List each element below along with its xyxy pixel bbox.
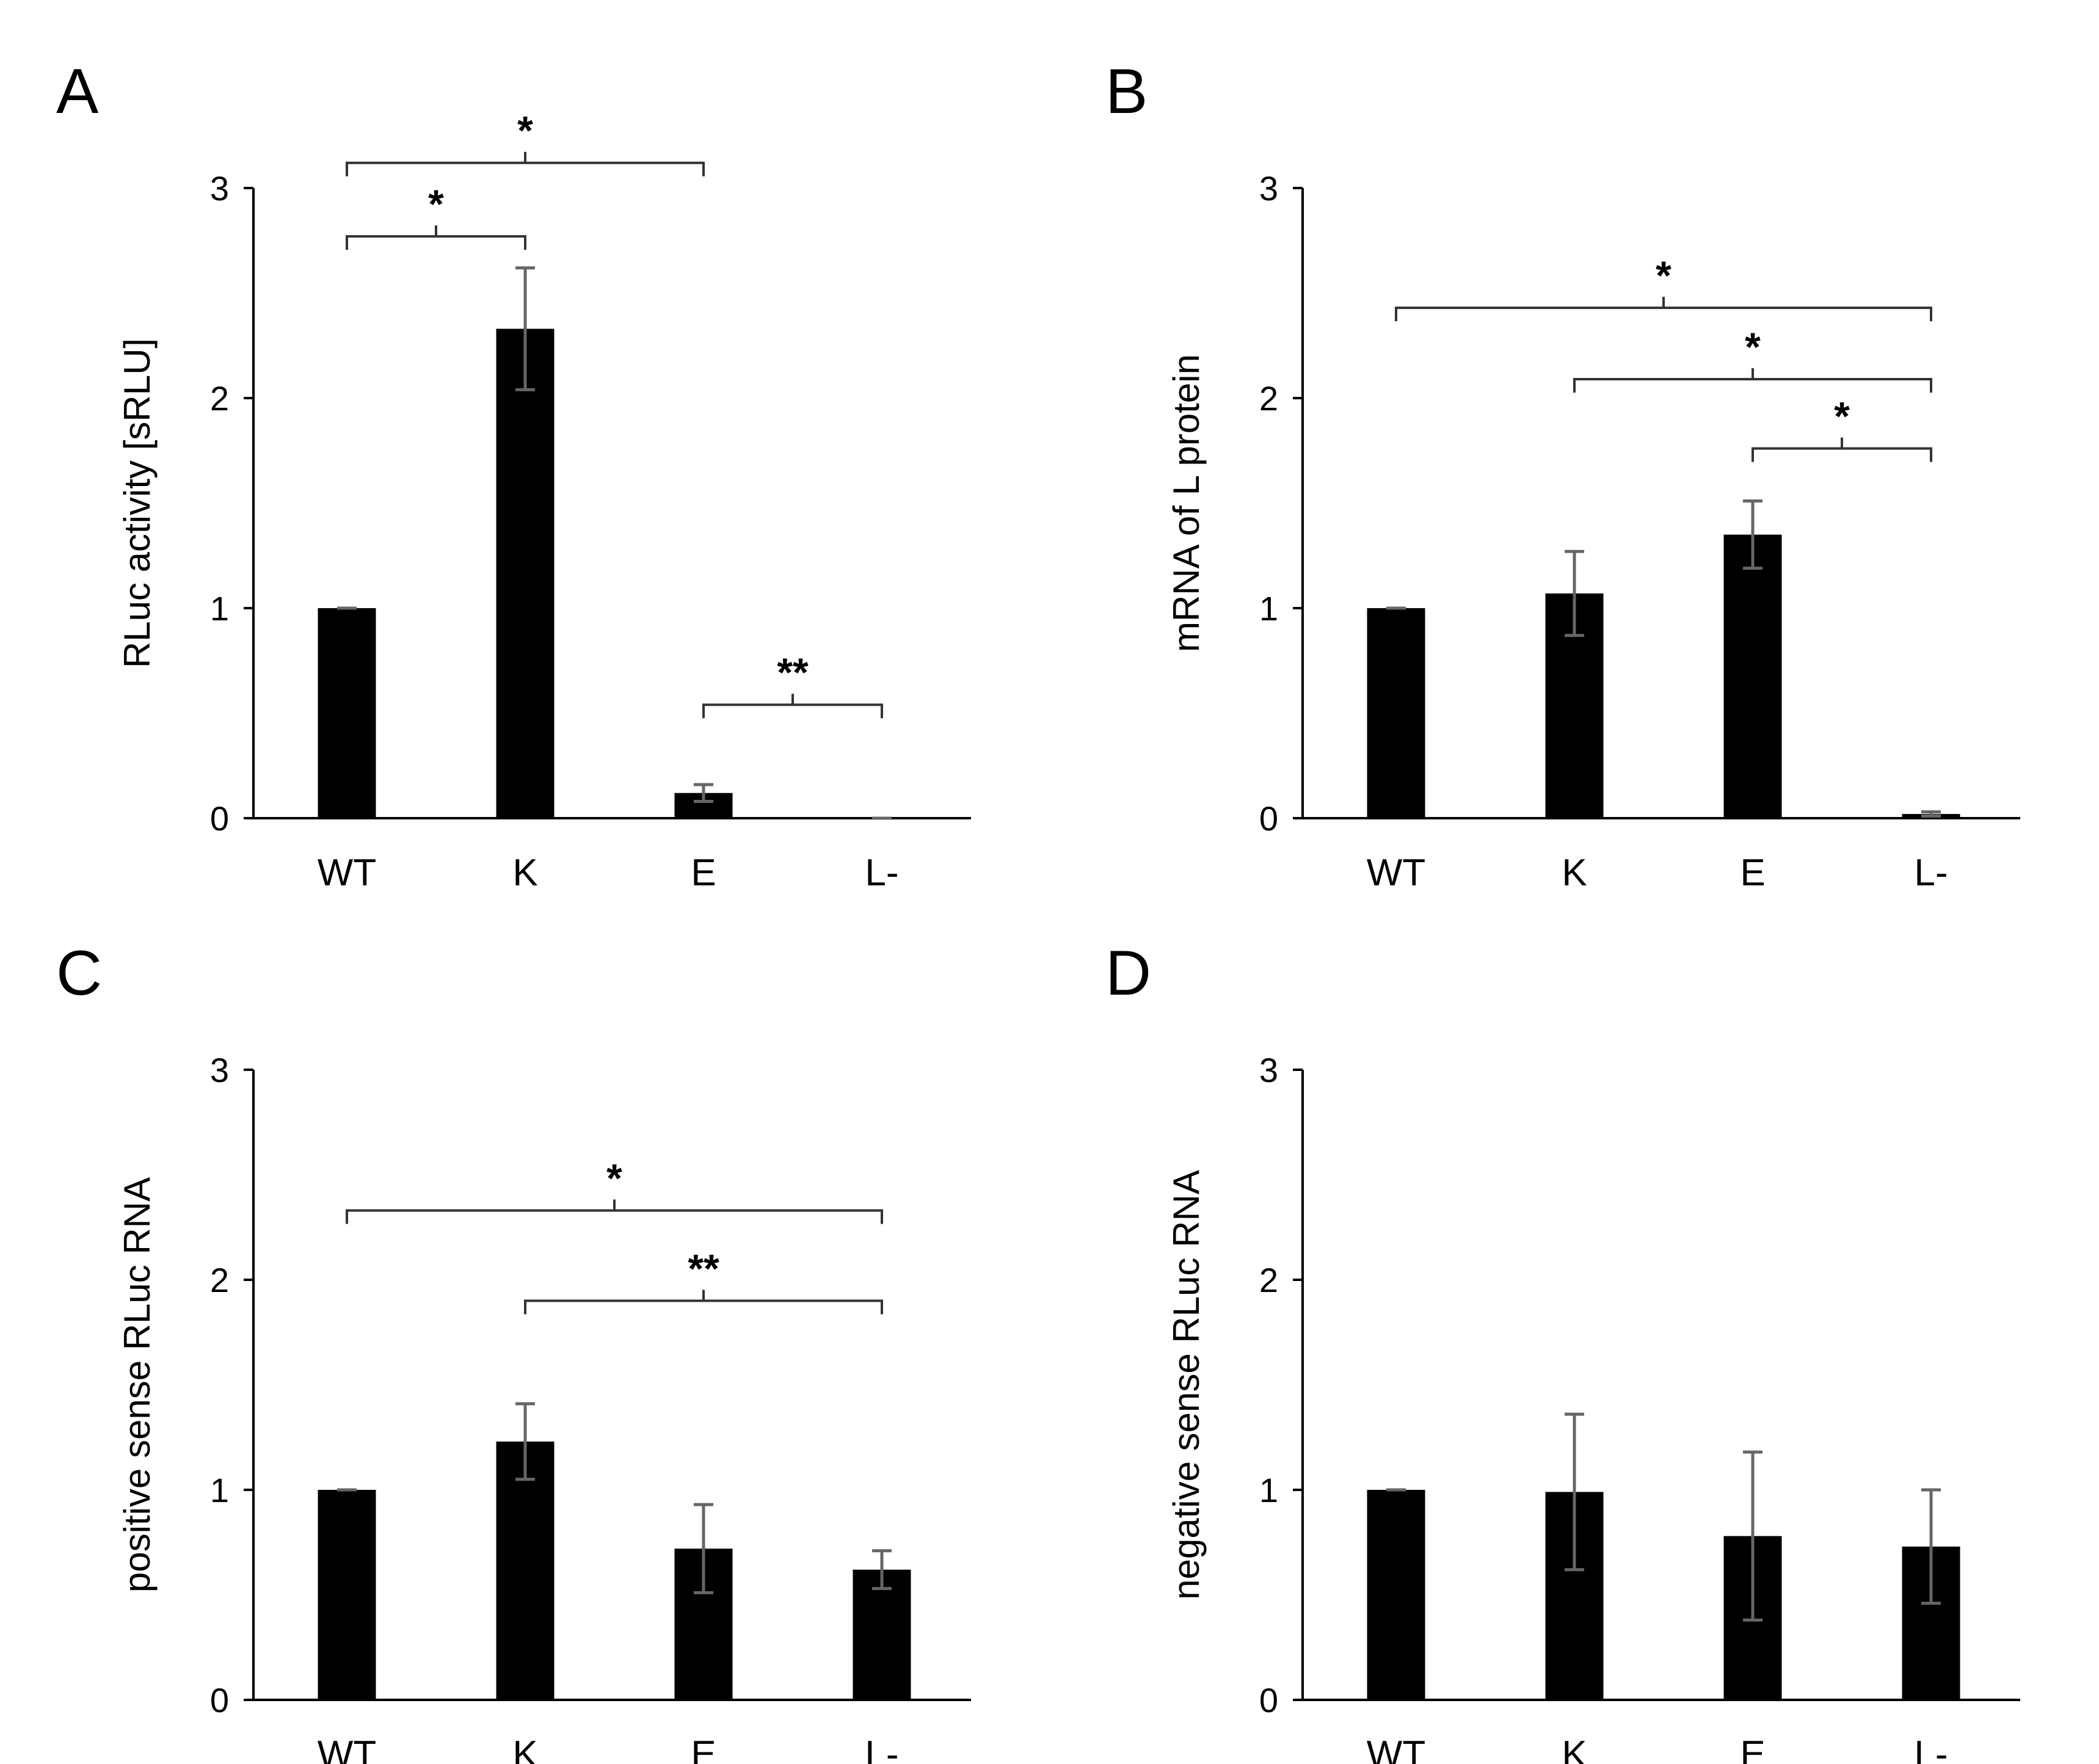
panel-b-y-axis-label: mRNA of L protein bbox=[1166, 354, 1207, 652]
panel-b-category-label: E bbox=[1740, 852, 1765, 894]
panel-b-significance-bracket: * bbox=[1752, 394, 1932, 462]
panel-d-y-axis-label: negative sense RLuc RNA bbox=[1166, 1170, 1207, 1600]
panel-a-y-tick-label: 2 bbox=[210, 379, 229, 418]
panel-d-error-bar bbox=[1565, 1412, 1584, 1572]
panel-c-significance-bracket: ** bbox=[524, 1246, 883, 1315]
panel-c-letter: C bbox=[56, 938, 102, 1009]
panel-b-bar-e bbox=[1723, 534, 1782, 818]
panel-c-y-axis-label: positive sense RLuc RNA bbox=[117, 1177, 158, 1592]
panel-c-error-bar bbox=[515, 1402, 535, 1481]
panel-c-y-tick-label: 3 bbox=[210, 1051, 229, 1089]
panel-d-category-label: K bbox=[1562, 1733, 1587, 1764]
panel-b-y-tick-label: 3 bbox=[1259, 169, 1278, 208]
panel-c-category-label: K bbox=[512, 1733, 537, 1764]
bracket-line bbox=[346, 1199, 883, 1224]
panel-c-significance-bracket: * bbox=[346, 1155, 883, 1224]
panel-c-y-tick-label: 0 bbox=[210, 1681, 229, 1719]
significance-label: * bbox=[1834, 394, 1850, 439]
significance-label: * bbox=[517, 108, 533, 153]
panel-b-category-label: K bbox=[1562, 852, 1587, 894]
panel-a-significance-bracket: * bbox=[346, 181, 526, 250]
bracket-line bbox=[1573, 368, 1932, 393]
panel-a-category-label: WT bbox=[318, 852, 376, 894]
panel-c-bar-k bbox=[496, 1441, 555, 1700]
panel-c-error-bar bbox=[694, 1503, 713, 1595]
panel-b-error-bar bbox=[1565, 550, 1584, 637]
bracket-line bbox=[346, 151, 705, 176]
panel-a-category-label: K bbox=[512, 852, 537, 894]
significance-label: ** bbox=[777, 650, 809, 695]
panel-b-y-tick-label: 2 bbox=[1259, 379, 1278, 418]
panel-d-y-tick-label: 2 bbox=[1259, 1261, 1278, 1299]
bracket-line bbox=[346, 225, 526, 250]
panel-d-category-label: WT bbox=[1367, 1733, 1425, 1764]
panel-b-letter: B bbox=[1105, 56, 1148, 127]
panel-a-category-label: L- bbox=[865, 852, 898, 894]
panel-a-bar-k bbox=[496, 328, 555, 818]
panel-c-y-tick-label: 2 bbox=[210, 1261, 229, 1299]
panel-a-error-bar bbox=[694, 783, 713, 803]
panel-d-category-label: E bbox=[1740, 1733, 1765, 1764]
panel-c-error-bar bbox=[872, 1549, 892, 1591]
significance-label: * bbox=[1656, 253, 1672, 298]
bracket-line bbox=[1395, 297, 1932, 322]
panel-a-y-tick-label: 3 bbox=[210, 169, 229, 208]
panel-d-y-tick-label: 0 bbox=[1259, 1681, 1278, 1719]
panel-d-y-tick-label: 1 bbox=[1259, 1471, 1278, 1509]
significance-label: * bbox=[1745, 324, 1761, 369]
panel-a-y-tick-label: 1 bbox=[210, 589, 229, 628]
panel-b-category-label: WT bbox=[1367, 852, 1425, 894]
panel-a-bar-wt bbox=[318, 608, 376, 818]
panel-c-category-label: E bbox=[691, 1733, 716, 1764]
panel-a-category-label: E bbox=[691, 852, 716, 894]
panel-d-bar-wt bbox=[1367, 1490, 1425, 1700]
panel-a-significance-bracket: ** bbox=[702, 650, 883, 719]
panel-c-y-tick-label: 1 bbox=[210, 1471, 229, 1509]
panel-d-error-bar bbox=[1743, 1450, 1763, 1622]
bracket-line bbox=[702, 694, 883, 719]
significance-label: ** bbox=[688, 1246, 719, 1291]
panel-d-category-label: L- bbox=[1914, 1733, 1948, 1764]
panel-b-significance-bracket: * bbox=[1395, 253, 1932, 322]
panel-d-letter: D bbox=[1105, 938, 1151, 1009]
panel-b-significance-bracket: * bbox=[1573, 324, 1932, 393]
panel-a-error-bar bbox=[515, 266, 535, 391]
panel-b-y-tick-label: 1 bbox=[1259, 589, 1278, 628]
significance-label: * bbox=[428, 181, 444, 227]
panel-a-y-axis-label: RLuc activity [sRLU] bbox=[117, 338, 158, 668]
panel-b-bar-wt bbox=[1367, 608, 1425, 818]
panel-c-category-label: L- bbox=[865, 1733, 898, 1764]
panel-c-bar-wt bbox=[318, 1490, 376, 1700]
panel-a-y-tick-label: 0 bbox=[210, 799, 229, 838]
significance-label: * bbox=[606, 1155, 622, 1200]
panel-b-y-tick-label: 0 bbox=[1259, 799, 1278, 838]
panel-a-letter: A bbox=[56, 56, 99, 127]
bracket-line bbox=[524, 1290, 883, 1315]
panel-d-error-bar bbox=[1921, 1488, 1941, 1605]
panel-b-category-label: L- bbox=[1914, 852, 1948, 894]
bracket-line bbox=[1752, 437, 1932, 462]
panel-b-error-bar bbox=[1743, 499, 1763, 570]
panel-d-y-tick-label: 3 bbox=[1259, 1051, 1278, 1089]
panel-b-error-bar bbox=[1921, 810, 1941, 818]
panel-c-category-label: WT bbox=[318, 1733, 376, 1764]
panel-a-significance-bracket: * bbox=[346, 108, 705, 176]
panel-c-bar-lminus bbox=[853, 1569, 911, 1700]
